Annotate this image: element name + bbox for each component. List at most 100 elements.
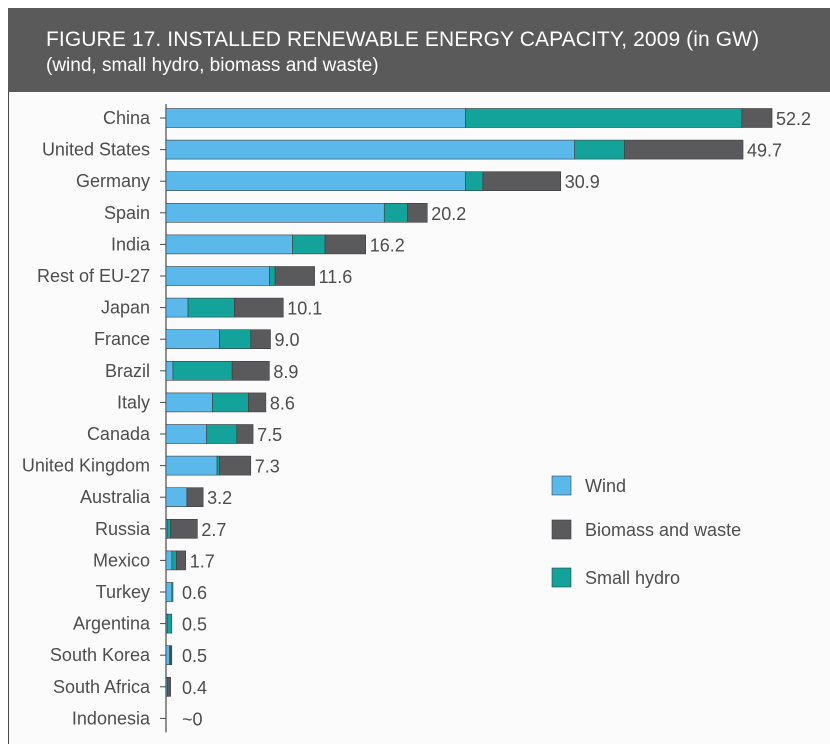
category-label: Brazil [105, 361, 150, 381]
bar-segment-biomass-and-waste [624, 139, 744, 160]
value-label: 7.5 [257, 425, 282, 445]
category-label: China [103, 108, 151, 128]
category-labels-group: China United States Germany Spain India Rest … [22, 108, 151, 728]
category-label: Argentina [73, 614, 151, 634]
bar-segment-biomass-and-waste [170, 518, 198, 539]
value-label: 7.3 [255, 457, 280, 477]
category-ticks-group [160, 117, 166, 719]
chart-title: FIGURE 17. INSTALLED RENEWABLE ENERGY CA… [46, 28, 760, 51]
bar-segment-wind [165, 139, 575, 160]
bar-segment-biomass-and-waste [219, 455, 252, 476]
legend-label: Biomass and waste [585, 520, 741, 540]
value-labels-group: 52.2 49.7 30.9 20.2 16.2 11.6 10.1 9.0 8.9 8.6 7.5… [182, 109, 811, 729]
bar-segment-wind [165, 108, 466, 128]
category-label: Turkey [96, 582, 150, 602]
bar-segment-small-hydro [465, 171, 484, 191]
value-label: 3.2 [207, 488, 232, 508]
bar-segment-biomass-and-waste [186, 487, 204, 508]
legend: Wind Biomass and waste Small hydro [551, 475, 741, 588]
bars-group [165, 108, 773, 697]
value-label: 8.9 [273, 362, 298, 382]
value-label: 1.7 [190, 551, 215, 571]
category-label: South Africa [53, 677, 151, 697]
value-label: 52.2 [776, 109, 811, 129]
value-label: 30.9 [565, 172, 600, 192]
category-label: Japan [101, 298, 150, 318]
category-label: Australia [80, 487, 151, 507]
category-label: Mexico [93, 550, 150, 570]
bar-segment-wind [165, 266, 270, 286]
bar-segment-small-hydro [212, 392, 249, 413]
bar-segment-small-hydro [269, 266, 276, 286]
legend-label: Small hydro [585, 568, 680, 588]
value-label: 49.7 [747, 141, 782, 161]
category-label: Italy [117, 392, 150, 412]
value-label: 0.4 [182, 678, 207, 698]
legend-label: Wind [585, 476, 626, 496]
legend-swatch [551, 475, 572, 496]
bar-segment-biomass-and-waste [248, 392, 267, 413]
bar-segment-small-hydro [465, 108, 743, 128]
value-label: 11.6 [319, 267, 353, 287]
bar-segment-biomass-and-waste [407, 203, 428, 223]
bar-segment-biomass-and-waste [324, 234, 366, 255]
value-label: 10.1 [287, 299, 322, 319]
bar-segment-wind [165, 645, 170, 666]
category-label: France [94, 329, 150, 349]
bar-segment-small-hydro [216, 455, 220, 476]
legend-swatch [551, 519, 572, 540]
bar-segment-small-hydro [171, 582, 174, 602]
bar-segment-biomass-and-waste [250, 329, 271, 350]
bar-segment-biomass-and-waste [236, 424, 254, 444]
category-label: Canada [87, 424, 151, 444]
bar-segment-biomass-and-waste [231, 360, 270, 381]
category-label: Rest of EU-27 [37, 266, 150, 286]
bar-segment-small-hydro [166, 518, 171, 539]
chart-subtitle: (wind, small hydro, biomass and waste) [46, 55, 379, 76]
category-label: Spain [104, 203, 150, 223]
chart-frame [8, 8, 830, 744]
bar-segment-small-hydro [172, 360, 233, 381]
bar-segment-small-hydro [171, 550, 177, 571]
bar-segment-biomass-and-waste [741, 108, 773, 128]
bar-segment-small-hydro [187, 297, 235, 318]
bar-segment-small-hydro [166, 613, 173, 634]
legend-swatch [551, 567, 572, 588]
category-label: Russia [95, 519, 151, 539]
category-label: South Korea [50, 645, 151, 665]
bar-segment-wind [165, 360, 174, 381]
bar-segment-biomass-and-waste [176, 550, 187, 571]
bar-segment-wind [165, 582, 173, 602]
bar-segment-wind [165, 234, 293, 255]
bar-segment-biomass-and-waste [482, 171, 562, 191]
bar-segment-wind [165, 171, 466, 191]
category-label: Germany [76, 171, 150, 191]
value-label: ~0 [182, 709, 203, 729]
category-label: Indonesia [72, 708, 151, 728]
bar-segment-small-hydro [206, 424, 238, 444]
value-label: 0.6 [182, 583, 207, 603]
category-label: United Kingdom [22, 456, 150, 476]
bar-segment-wind [165, 487, 188, 508]
bar-segment-small-hydro [383, 203, 408, 223]
bar-segment-wind [165, 329, 220, 350]
bar-segment-wind [165, 455, 218, 476]
bar-segment-wind [165, 550, 173, 571]
bar-segment-biomass-and-waste [166, 676, 171, 697]
value-label: 0.5 [182, 615, 207, 635]
chart-header: FIGURE 17. INSTALLED RENEWABLE ENERGY CA… [8, 8, 830, 92]
bar-segment-wind [165, 297, 189, 318]
bar-segment-biomass-and-waste [274, 266, 315, 286]
bar-segment-wind [165, 203, 385, 223]
value-label: 16.2 [370, 235, 405, 255]
category-label: India [111, 234, 151, 254]
bar-segment-wind [165, 424, 207, 444]
value-label: 2.7 [201, 520, 226, 540]
value-label: 0.5 [182, 646, 207, 666]
bar-segment-small-hydro [574, 139, 625, 160]
bar-segment-wind [165, 392, 213, 413]
value-label: 8.6 [270, 393, 295, 413]
value-label: 20.2 [431, 204, 466, 224]
bar-segment-small-hydro [219, 329, 252, 350]
